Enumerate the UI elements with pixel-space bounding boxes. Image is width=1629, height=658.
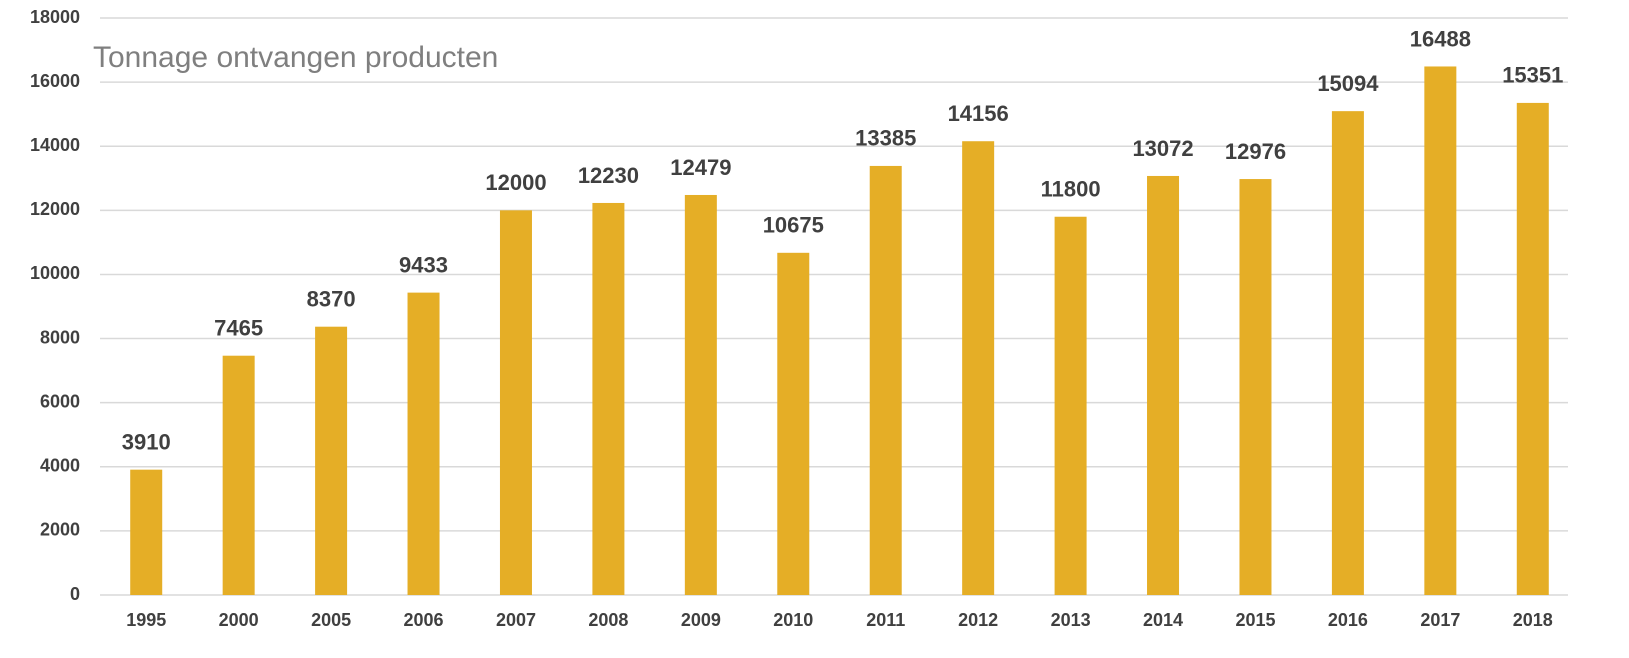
x-tick-label: 2013 xyxy=(1051,610,1091,630)
y-tick-label: 12000 xyxy=(30,199,80,219)
data-label: 16488 xyxy=(1410,26,1471,51)
y-tick-label: 0 xyxy=(70,584,80,604)
data-label: 11800 xyxy=(1041,177,1101,202)
data-label: 13072 xyxy=(1132,136,1193,161)
bar xyxy=(1054,216,1087,595)
bar xyxy=(777,252,810,595)
x-tick-label: 2005 xyxy=(311,610,351,630)
x-tick-label: 2010 xyxy=(773,610,813,630)
x-tick-label: 2016 xyxy=(1328,610,1368,630)
bar xyxy=(1147,175,1180,595)
bar xyxy=(869,165,902,595)
data-label: 9433 xyxy=(399,252,448,277)
data-label: 8370 xyxy=(307,287,356,312)
bar xyxy=(315,326,348,595)
data-label: 12976 xyxy=(1225,139,1286,164)
data-label: 3910 xyxy=(122,429,171,454)
data-label: 15094 xyxy=(1317,71,1379,96)
x-tick-label: 2008 xyxy=(588,610,628,630)
data-label: 12479 xyxy=(670,155,731,180)
bar xyxy=(684,194,717,595)
y-tick-label: 10000 xyxy=(30,263,80,283)
bar xyxy=(1516,102,1549,596)
bar xyxy=(499,210,532,596)
bar xyxy=(962,141,995,595)
x-tick-label: 2009 xyxy=(681,610,721,630)
data-label: 10675 xyxy=(763,213,824,238)
y-tick-label: 18000 xyxy=(30,7,80,27)
bar xyxy=(222,355,255,595)
bar xyxy=(407,292,440,595)
data-label: 12230 xyxy=(578,163,639,188)
data-label: 7465 xyxy=(214,316,263,341)
chart-title: Tonnage ontvangen producten xyxy=(93,41,498,74)
y-tick-label: 6000 xyxy=(40,391,80,411)
data-label: 12000 xyxy=(485,170,546,195)
data-label: 14156 xyxy=(948,101,1009,126)
x-tick-label: 2018 xyxy=(1513,610,1553,630)
x-tick-label: 2012 xyxy=(958,610,998,630)
y-tick-label: 4000 xyxy=(40,456,80,476)
y-tick-label: 16000 xyxy=(30,71,80,91)
x-tick-label: 2014 xyxy=(1143,610,1183,630)
x-tick-label: 2017 xyxy=(1420,610,1460,630)
y-tick-label: 8000 xyxy=(40,327,80,347)
x-tick-label: 2000 xyxy=(219,610,259,630)
x-tick-label: 2007 xyxy=(496,610,536,630)
bar xyxy=(1424,66,1457,595)
bar xyxy=(130,469,163,595)
bar xyxy=(1331,111,1364,595)
bar xyxy=(592,202,625,595)
x-tick-label: 2006 xyxy=(404,610,444,630)
x-tick-label: 1995 xyxy=(126,610,166,630)
bar xyxy=(1239,179,1272,595)
data-label: 15351 xyxy=(1502,63,1563,88)
y-tick-label: 14000 xyxy=(30,135,80,155)
x-tick-label: 2011 xyxy=(866,610,905,630)
data-label: 13385 xyxy=(855,126,916,151)
y-tick-label: 2000 xyxy=(40,520,80,540)
x-tick-label: 2015 xyxy=(1235,610,1275,630)
